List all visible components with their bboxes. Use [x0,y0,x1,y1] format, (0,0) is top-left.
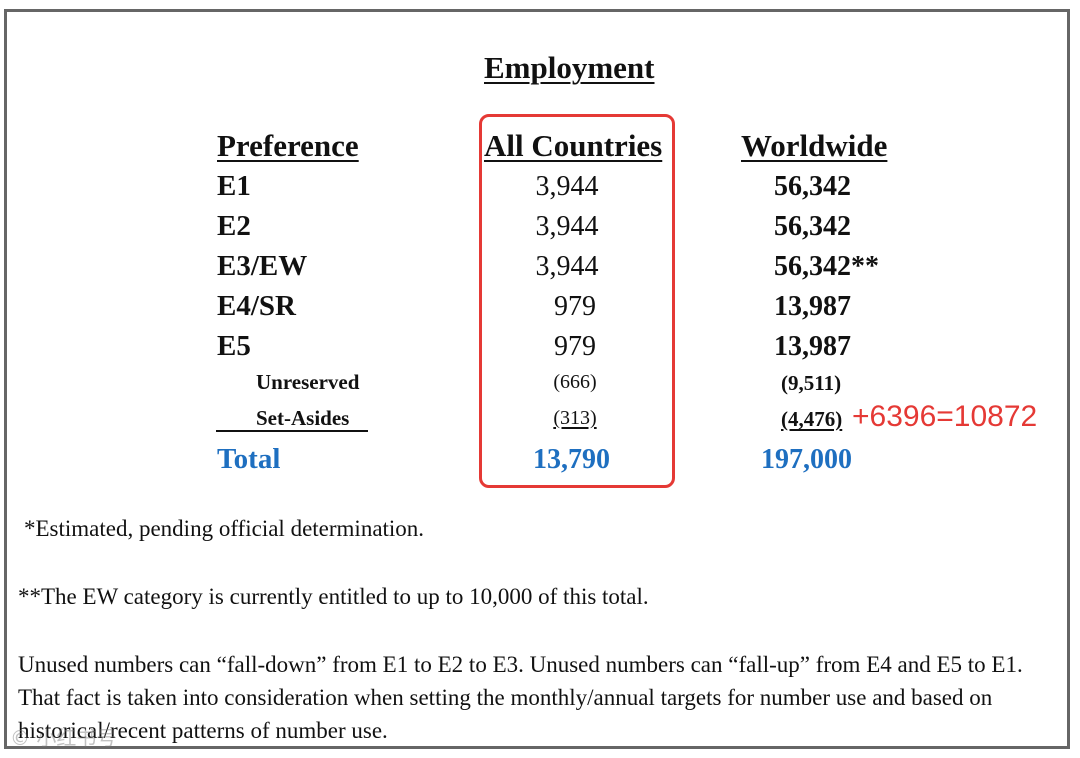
worldwide-value-e5: 13,987 [774,331,851,362]
all-countries-value-e5: 979 [554,331,596,362]
all-countries-value-unreserved: (666) [553,371,597,393]
total-label: Total [217,443,281,475]
header-all-countries: All Countries [484,128,663,163]
subrow-label-set-asides: Set-Asides [256,406,350,430]
worldwide-value-e2: 56,342 [774,211,851,242]
subrow-label-unreserved: Unreserved [256,370,360,394]
total-worldwide: 197,000 [761,444,852,475]
all-countries-value-e4-sr: 979 [554,291,596,322]
worldwide-value-set-asides: (4,476) [781,407,843,431]
note-ew: **The EW category is currently entitled … [18,584,649,609]
header-worldwide: Worldwide [741,128,888,163]
worldwide-value-e4-sr: 13,987 [774,291,851,322]
worldwide-value-e1: 56,342 [774,171,851,202]
set-asides-underline [216,430,368,432]
header-preference: Preference [217,128,359,163]
row-label-e3-ew: E3/EW [217,250,308,282]
handwritten-sum-annotation: +6396=10872 [852,400,1038,433]
all-countries-value-e2: 3,944 [535,211,599,242]
total-all-countries: 13,790 [533,444,610,475]
all-countries-value-e1: 3,944 [535,171,599,202]
watermark: © 小红书号 [10,726,117,750]
fall-down-paragraph: Unused numbers can “fall-down” from E1 t… [18,652,1023,743]
row-label-e5: E5 [217,330,251,362]
row-label-e4-sr: E4/SR [217,290,296,322]
all-countries-value-e3-ew: 3,944 [535,251,599,282]
page-title: Employment [484,50,655,85]
worldwide-value-e3-ew: 56,342** [774,251,879,282]
note-estimated: *Estimated, pending official determinati… [24,516,425,541]
document-frame [4,9,1070,749]
row-label-e2: E2 [217,210,251,242]
all-countries-value-set-asides: (313) [553,407,597,429]
row-label-e1: E1 [217,170,251,202]
worldwide-value-unreserved: (9,511) [781,371,842,395]
red-highlight-box [479,114,675,488]
